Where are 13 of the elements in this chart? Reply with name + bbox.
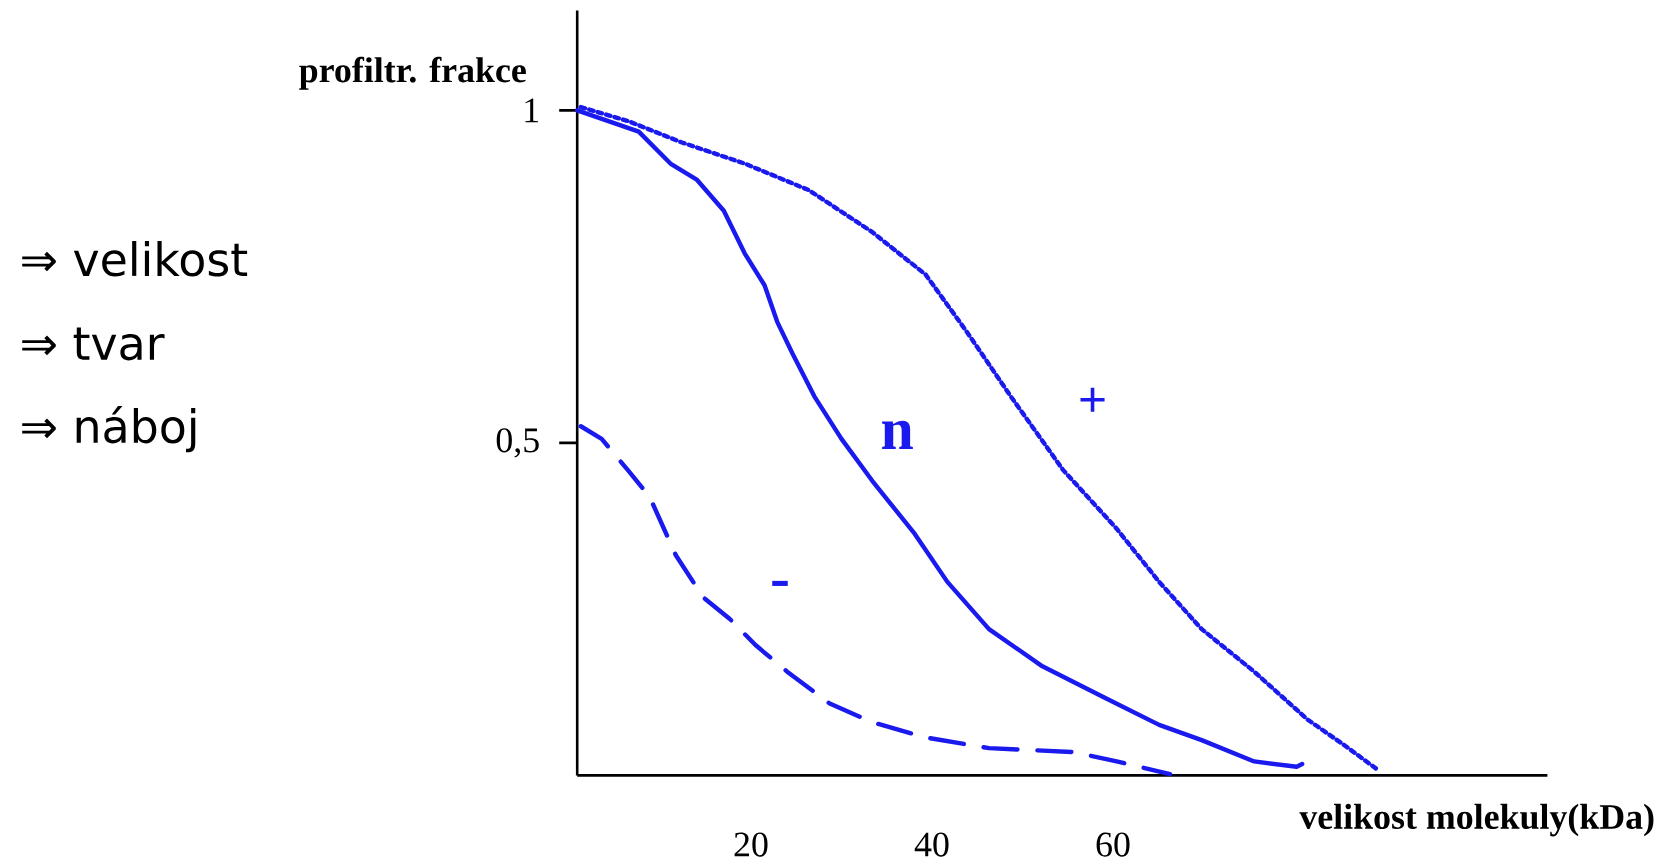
text: ⇒ velikost: [22, 241, 248, 277]
series-label: n: [882, 420, 913, 449]
x-axis-title: velikost molekuly(kDa): [1299, 803, 1654, 837]
y-axis-title: profiltr. frakce: [299, 56, 526, 90]
x-tick-label: 20: [734, 832, 768, 857]
y-tick-label: 0,5: [496, 428, 539, 458]
text: ⇒ náboj: [22, 406, 196, 453]
x-tick-label: 60: [1096, 832, 1130, 857]
y-tick-label: 1: [525, 98, 539, 123]
series-label: +: [1080, 387, 1105, 412]
series-label: -: [772, 580, 788, 586]
text: ⇒ tvar: [22, 327, 165, 361]
x-tick-label: 40: [914, 832, 949, 857]
